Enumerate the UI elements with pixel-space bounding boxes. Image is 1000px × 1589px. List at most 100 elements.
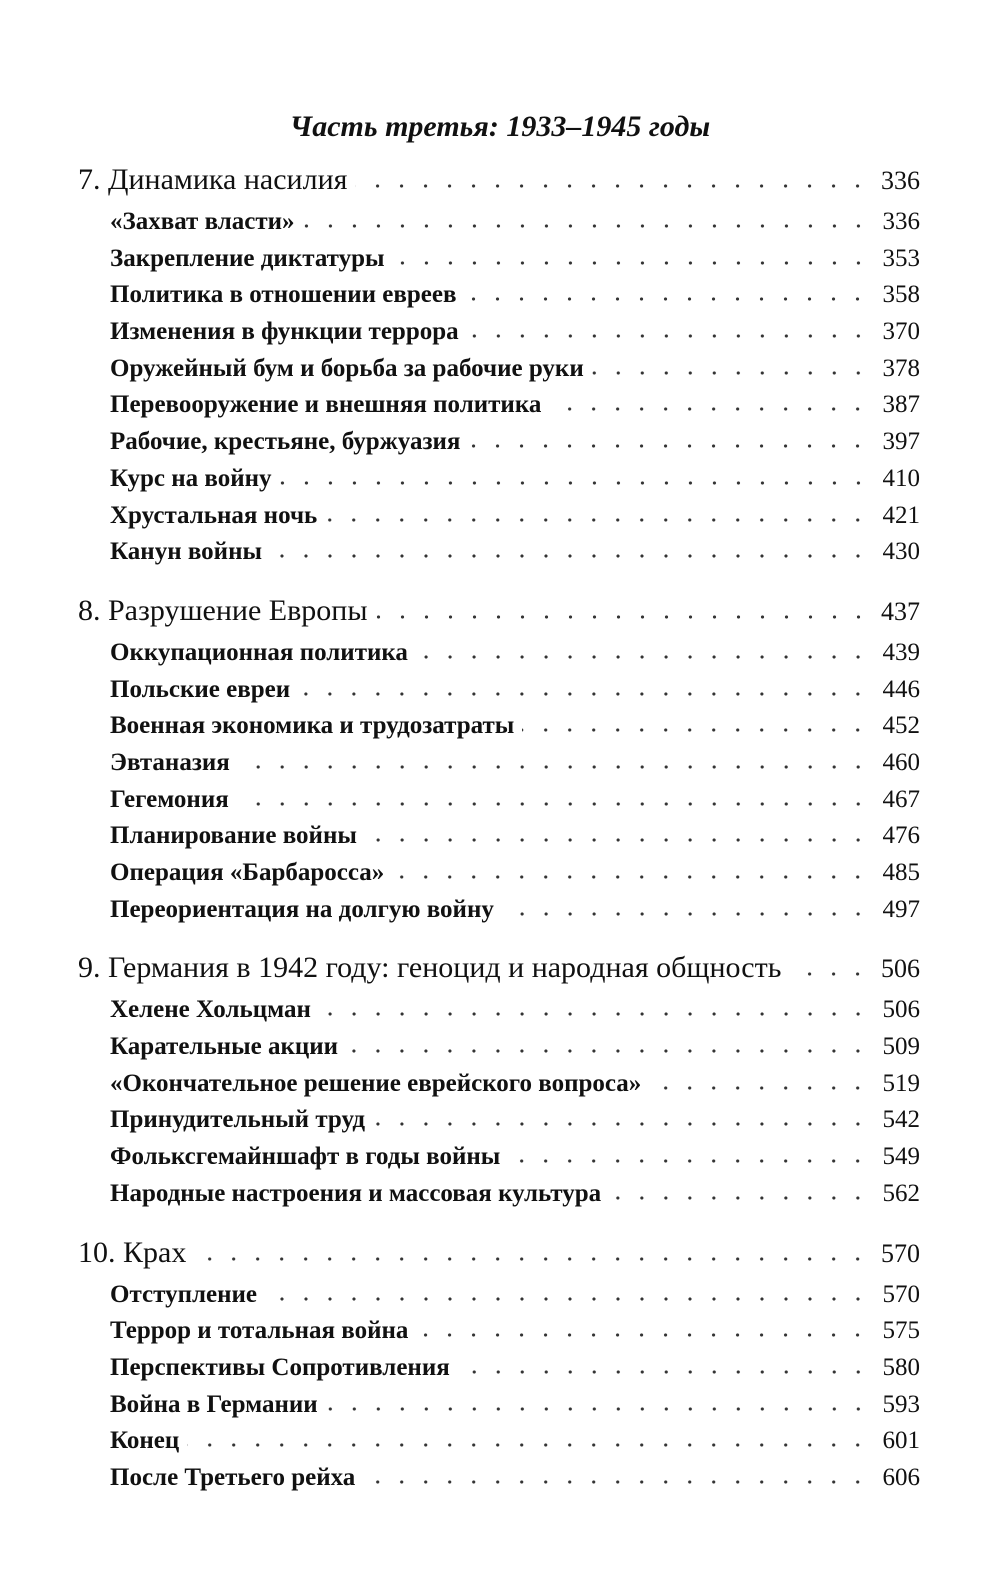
section: «Захват власти» 336 bbox=[78, 204, 920, 241]
section: После Третьего рейха 606 bbox=[78, 1460, 920, 1497]
section: «Окончательное решение еврейского вопрос… bbox=[78, 1066, 920, 1103]
section-page: 575 bbox=[882, 1317, 921, 1345]
section-page: 606 bbox=[882, 1463, 921, 1491]
section-page: 476 bbox=[882, 822, 921, 850]
section-title: Канун войны bbox=[110, 538, 263, 566]
section: Закрепление диктатуры 353 bbox=[78, 241, 920, 278]
section-page: 336 bbox=[882, 208, 921, 235]
section: Оружейный бум и борьба за рабочие руки 37… bbox=[78, 351, 920, 388]
dot-leader bbox=[187, 1442, 870, 1449]
dot-leader bbox=[364, 837, 870, 844]
section: Отступление 570 bbox=[78, 1277, 920, 1314]
section: Народные настроения и массовая культура 5… bbox=[78, 1176, 920, 1213]
chapter-title: 9. Германия в 1942 году: геноцид и народ… bbox=[78, 951, 782, 985]
dot-leader bbox=[609, 1194, 870, 1201]
section-title: Польские евреи bbox=[110, 675, 291, 703]
section-title: Изменения в функции террора bbox=[110, 318, 459, 346]
section-title: Операция «Барбаросса» bbox=[110, 859, 385, 886]
section: Операция «Барбаросса» 485 bbox=[78, 855, 920, 892]
section-title: Террор и тотальная война bbox=[110, 1317, 409, 1345]
dot-leader bbox=[457, 1368, 870, 1375]
section-title: Народные настроения и массовая культура bbox=[110, 1179, 602, 1207]
dot-leader bbox=[466, 333, 870, 340]
dot-leader bbox=[416, 1332, 870, 1339]
chapter: 10. Крах 570 bbox=[78, 1233, 920, 1277]
section: Карательные акции 509 bbox=[78, 1029, 920, 1066]
section: Террор и тотальная война 575 bbox=[78, 1313, 920, 1350]
section-title: Перевооружение и внешняя политика bbox=[110, 391, 542, 419]
dot-leader bbox=[194, 1255, 870, 1262]
section: Изменения в функции террора 370 bbox=[78, 314, 920, 351]
section: Военная экономика и трудозатраты 452 bbox=[78, 708, 920, 745]
section-page: 460 bbox=[882, 748, 921, 776]
section-title: Планирование войны bbox=[110, 822, 357, 850]
dot-leader bbox=[522, 727, 870, 734]
section-title: Оружейный бум и борьба за рабочие руки bbox=[110, 354, 584, 382]
section-page: 439 bbox=[882, 638, 921, 666]
dot-leader bbox=[237, 763, 870, 770]
dot-leader bbox=[325, 516, 870, 523]
section: Перевооружение и внешняя политика 387 bbox=[78, 387, 920, 424]
dot-leader bbox=[549, 406, 870, 413]
dot-leader bbox=[468, 443, 870, 450]
section-title: «Захват власти» bbox=[110, 208, 295, 235]
section: Оккупационная политика 439 bbox=[78, 635, 920, 672]
dot-leader bbox=[789, 971, 870, 978]
section-title: Принудительный труд bbox=[110, 1106, 366, 1134]
chapter: 9. Германия в 1942 году: геноцид и народ… bbox=[78, 948, 920, 992]
section-page: 542 bbox=[882, 1106, 921, 1134]
section-page: 562 bbox=[882, 1179, 921, 1207]
dot-leader bbox=[373, 1121, 870, 1128]
section-page: 467 bbox=[882, 785, 921, 813]
chapter-page: 506 bbox=[881, 954, 920, 984]
section-page: 387 bbox=[882, 391, 921, 419]
section-page: 370 bbox=[882, 318, 921, 346]
section: Фольксгемайншафт в годы войны 549 bbox=[78, 1139, 920, 1176]
dot-leader bbox=[265, 1295, 870, 1302]
section: Переориентация на долгую войну 497 bbox=[78, 892, 920, 929]
section-title: Хелене Хольцман bbox=[110, 996, 311, 1024]
dot-leader bbox=[649, 1084, 870, 1091]
section-title: Война в Германии bbox=[110, 1390, 318, 1418]
section: Перспективы Сопротивления 580 bbox=[78, 1350, 920, 1387]
dot-leader bbox=[279, 479, 870, 486]
section-page: 421 bbox=[882, 501, 921, 529]
section-title: Переориентация на долгую войну bbox=[110, 895, 494, 923]
section-title: Закрепление диктатуры bbox=[110, 244, 385, 272]
dot-leader bbox=[325, 1405, 870, 1412]
section-page: 497 bbox=[882, 895, 921, 923]
section-page: 580 bbox=[882, 1353, 921, 1381]
part-title: Часть третья: 1933–1945 годы bbox=[289, 110, 711, 143]
dot-leader bbox=[392, 259, 870, 266]
dot-leader bbox=[270, 553, 870, 560]
section: Политика в отношении евреев 358 bbox=[78, 277, 920, 314]
chapter-page: 570 bbox=[881, 1238, 920, 1268]
dot-leader bbox=[464, 296, 870, 303]
dot-leader bbox=[236, 800, 870, 807]
dot-leader bbox=[346, 1048, 870, 1055]
section-page: 378 bbox=[882, 354, 921, 382]
chapter: 7. Динамика насилия 336 bbox=[78, 160, 920, 204]
section-title: «Окончательное решение еврейского вопрос… bbox=[110, 1069, 642, 1097]
section-page: 570 bbox=[882, 1280, 921, 1308]
section-page: 601 bbox=[882, 1427, 921, 1455]
section-title: Курс на войну bbox=[110, 464, 272, 492]
section-page: 485 bbox=[882, 859, 921, 886]
section: Хелене Хольцман 506 bbox=[78, 992, 920, 1029]
section: Гегемония 467 bbox=[78, 782, 920, 819]
section-page: 519 bbox=[882, 1069, 921, 1097]
section-page: 430 bbox=[882, 538, 921, 566]
section-title: Оккупационная политика bbox=[110, 638, 408, 666]
chapter-page: 336 bbox=[881, 166, 920, 195]
section-page: 410 bbox=[882, 464, 921, 492]
section: Хрустальная ночь 421 bbox=[78, 498, 920, 535]
dot-leader bbox=[508, 1158, 870, 1165]
section-title: Рабочие, крестьяне, буржуазия bbox=[110, 428, 461, 456]
chapter: 8. Разрушение Европы 437 bbox=[78, 591, 920, 635]
section-title: Карательные акции bbox=[110, 1033, 339, 1061]
dot-leader bbox=[302, 223, 870, 229]
section-page: 452 bbox=[882, 712, 921, 740]
